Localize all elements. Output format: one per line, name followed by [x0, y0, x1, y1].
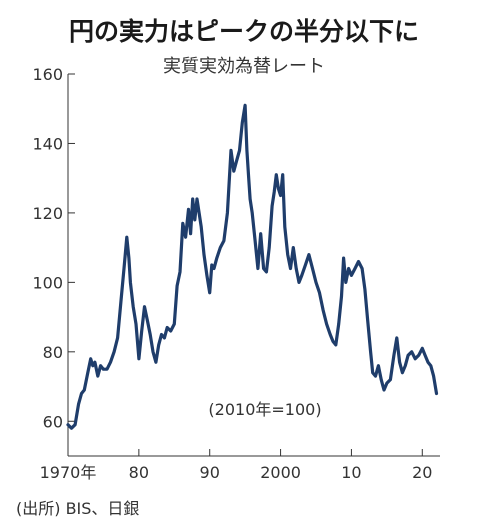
series-layer — [66, 103, 439, 430]
y-tick-label: 160 — [32, 65, 63, 84]
x-tick-label: 90 — [200, 463, 220, 482]
source-note: (出所) BIS、日銀 — [16, 499, 139, 518]
x-tick-label: 2000 — [260, 463, 301, 482]
x-tick-label: 80 — [129, 463, 149, 482]
x-tick-label: 1970年 — [40, 463, 97, 482]
chart-subtitle: 実質実効為替レート — [163, 56, 325, 77]
y-tick-label: 120 — [32, 204, 63, 223]
x-tick-label: 20 — [412, 463, 432, 482]
y-tick-label: 60 — [43, 412, 63, 431]
series-line — [66, 103, 439, 430]
x-tick-label: 10 — [341, 463, 361, 482]
base-year-annotation: (2010年=100) — [208, 400, 321, 419]
chart-title: 円の実力はピークの半分以下に — [69, 17, 419, 46]
y-axis: 60 80 100 120 140 160 — [32, 65, 75, 456]
x-axis: 1970年 80 90 2000 10 20 — [40, 449, 440, 482]
y-tick-label: 140 — [32, 134, 63, 153]
y-tick-label: 80 — [43, 343, 63, 362]
y-tick-label: 100 — [32, 273, 63, 292]
